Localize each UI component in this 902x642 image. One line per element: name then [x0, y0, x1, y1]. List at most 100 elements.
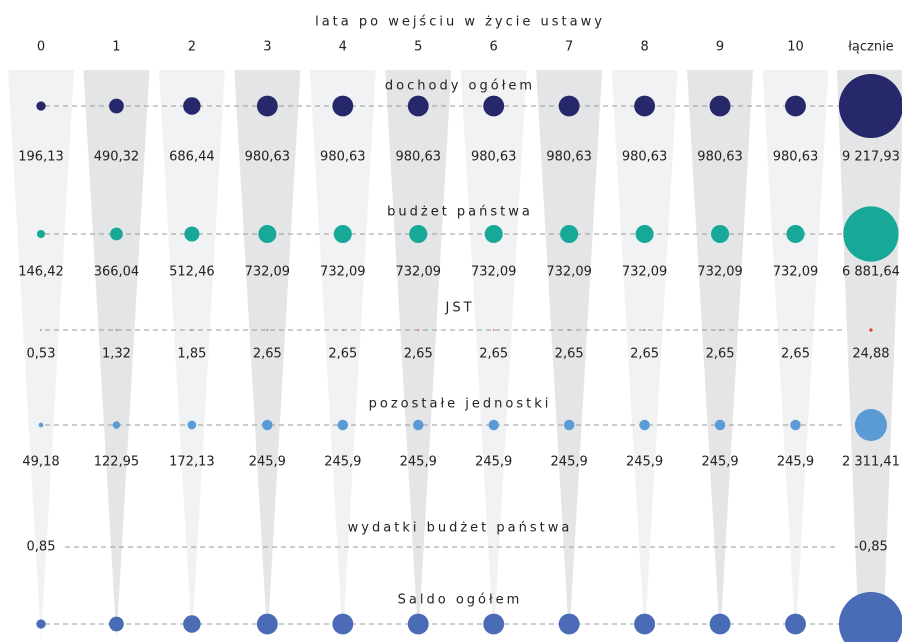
bubble	[643, 329, 646, 331]
bubble	[407, 613, 429, 635]
bubble	[484, 224, 503, 244]
value-label: 732,09	[622, 265, 668, 280]
bubble	[184, 226, 200, 242]
column-band	[8, 70, 74, 640]
value-label: 980,63	[320, 150, 366, 165]
background	[8, 70, 902, 642]
value-label: 366,04	[94, 265, 140, 280]
value-label: 2 311,41	[842, 455, 900, 470]
column-band	[234, 70, 301, 640]
bubble	[36, 229, 46, 239]
x-tick-label: 9	[716, 40, 724, 55]
value-label: 2,65	[404, 347, 433, 362]
value-label: 245,9	[249, 455, 286, 470]
bubble	[183, 97, 201, 115]
bubble	[492, 329, 495, 331]
value-label: 6 881,64	[842, 265, 900, 280]
value-label: 980,63	[697, 150, 743, 165]
bubble	[488, 419, 499, 431]
value-label: 512,46	[169, 265, 215, 280]
bubble	[558, 613, 580, 635]
value-label: 732,09	[396, 265, 442, 280]
bubble	[38, 422, 44, 428]
bubble	[187, 420, 197, 430]
bubble	[332, 95, 354, 117]
value-label: 980,63	[773, 150, 819, 165]
bubble	[634, 613, 656, 635]
value-label: 490,32	[94, 150, 140, 165]
bubble	[786, 224, 805, 244]
bubble	[635, 224, 654, 244]
row-title: Saldo ogółem	[398, 593, 523, 608]
bubble	[483, 95, 505, 117]
bubble	[838, 74, 902, 138]
bubble	[333, 224, 352, 244]
column-band	[687, 70, 754, 640]
value-label: 0,85	[27, 540, 56, 555]
bubble	[183, 615, 201, 633]
bubble	[709, 95, 731, 117]
bubble	[785, 613, 806, 635]
value-label: 122,95	[94, 455, 140, 470]
column-band	[309, 70, 376, 640]
bubble	[869, 328, 873, 332]
bubble	[342, 329, 344, 331]
row-title: dochody ogółem	[385, 79, 535, 94]
value-label: -0,85	[854, 540, 888, 555]
x-tick-label: 8	[640, 40, 648, 55]
bubble	[639, 419, 650, 431]
bubble	[785, 95, 806, 117]
value-label: 245,9	[701, 455, 738, 470]
bubble	[843, 206, 899, 262]
x-tick-label: 7	[565, 40, 573, 55]
value-label: 686,44	[169, 150, 215, 165]
value-label: 0,53	[27, 347, 56, 362]
value-label: 245,9	[551, 455, 588, 470]
column-band	[762, 70, 829, 640]
bubble	[110, 227, 123, 241]
value-label: 980,63	[622, 150, 668, 165]
bubble	[558, 95, 580, 117]
bubble	[115, 329, 118, 331]
value-label: 732,09	[546, 265, 592, 280]
column-band	[460, 70, 527, 640]
bubble	[870, 546, 872, 548]
x-tick-label: łącznie	[848, 40, 893, 55]
value-label: 732,09	[773, 265, 819, 280]
value-label: 245,9	[475, 455, 512, 470]
value-label: 732,09	[245, 265, 291, 280]
bubble	[790, 419, 801, 431]
x-tick-label: 4	[339, 40, 347, 55]
bubble	[560, 224, 579, 244]
bubble	[794, 329, 797, 331]
bubble	[417, 329, 420, 331]
bubble	[407, 95, 429, 117]
value-label: 245,9	[324, 455, 361, 470]
value-label: 2,65	[706, 347, 735, 362]
bubble	[191, 329, 193, 331]
x-tick-label: 3	[263, 40, 271, 55]
bubble	[36, 619, 46, 629]
value-label: 49,18	[22, 455, 59, 470]
x-tick-label: 10	[787, 40, 804, 55]
bubble	[332, 613, 354, 635]
value-label: 2,65	[479, 347, 508, 362]
value-label: 1,32	[102, 347, 131, 362]
bubble	[719, 329, 721, 331]
bubble	[483, 613, 505, 635]
row-title: budżet państwa	[387, 205, 533, 220]
row-title: wydatki budżet państwa	[348, 521, 573, 536]
x-tick-label: 2	[188, 40, 196, 55]
row-title: JST	[444, 301, 474, 316]
bubble	[258, 224, 277, 244]
row-title: pozostałe jednostki	[369, 397, 552, 412]
x-axis-label: lata po wejściu w życie ustawy	[315, 15, 605, 30]
bubble	[109, 98, 124, 114]
value-label: 2,65	[555, 347, 584, 362]
bubble	[337, 419, 349, 431]
bubble	[563, 419, 575, 431]
bubble	[709, 613, 731, 635]
column-band	[385, 70, 452, 640]
bubble	[256, 613, 278, 635]
